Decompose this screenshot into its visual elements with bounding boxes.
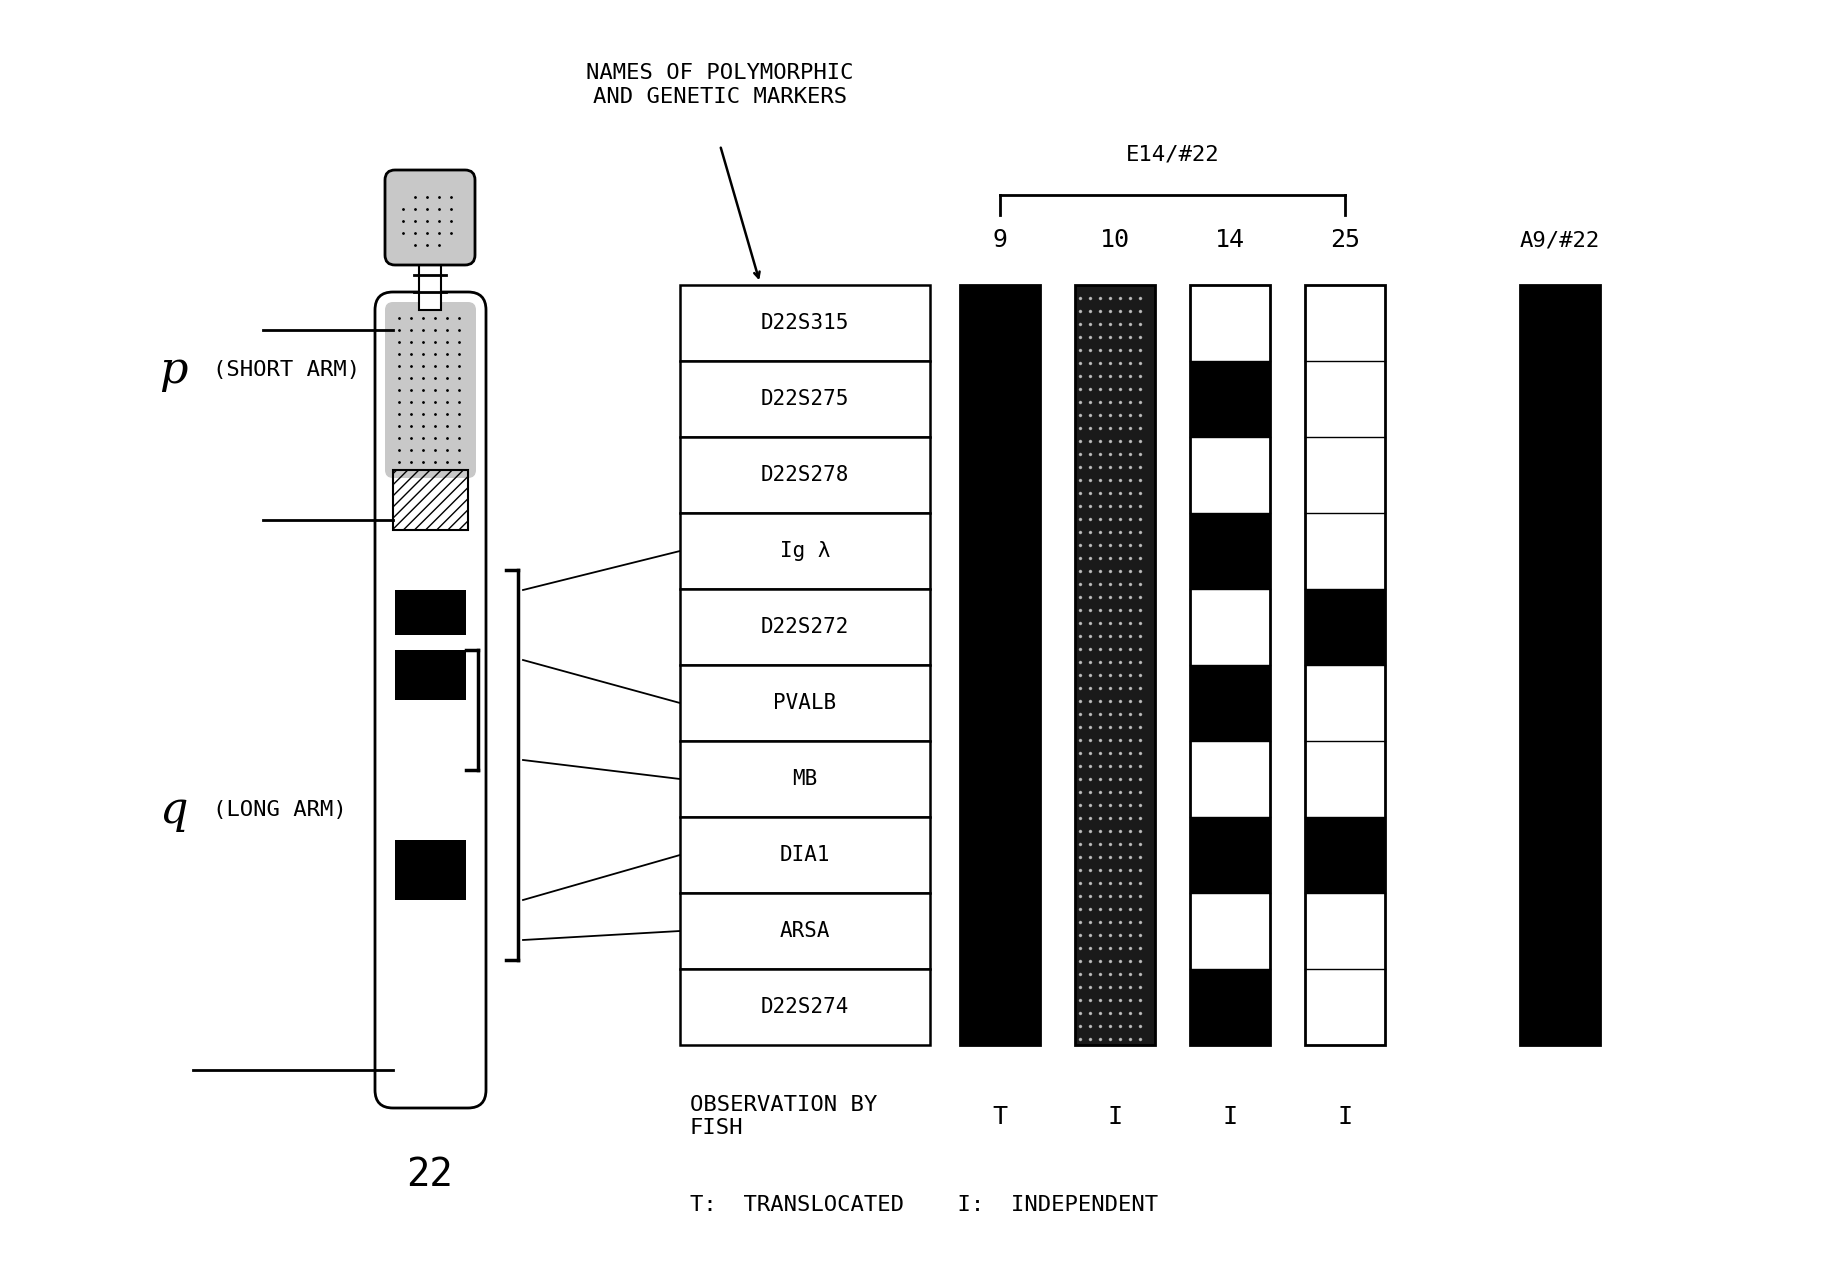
Text: 10: 10 <box>1099 229 1130 251</box>
Bar <box>680 589 930 665</box>
Bar <box>1189 969 1269 1045</box>
Text: T:  TRANSLOCATED    I:  INDEPENDENT: T: TRANSLOCATED I: INDEPENDENT <box>689 1195 1158 1215</box>
Bar <box>680 284 930 361</box>
Bar <box>1189 893 1269 969</box>
Bar <box>1189 665 1269 740</box>
Bar <box>1189 817 1269 893</box>
Text: D22S275: D22S275 <box>760 389 850 409</box>
Bar <box>1303 284 1384 1045</box>
Text: (LONG ARM): (LONG ARM) <box>213 800 346 820</box>
Text: I: I <box>1107 1105 1121 1129</box>
Text: I: I <box>1336 1105 1353 1129</box>
Bar <box>1519 284 1599 1045</box>
Text: (SHORT ARM): (SHORT ARM) <box>213 359 359 380</box>
Bar <box>1189 284 1269 361</box>
Bar <box>680 893 930 969</box>
Bar <box>959 284 1039 1045</box>
Text: q: q <box>159 789 188 832</box>
Bar <box>396 650 465 700</box>
Bar <box>680 437 930 513</box>
Bar <box>1303 513 1384 589</box>
Text: T: T <box>992 1105 1006 1129</box>
Bar <box>1303 740 1384 817</box>
Text: E14/#22: E14/#22 <box>1125 145 1218 165</box>
FancyBboxPatch shape <box>385 170 474 265</box>
Text: D22S315: D22S315 <box>760 312 850 333</box>
Bar <box>1303 665 1384 740</box>
Bar <box>1189 513 1269 589</box>
Bar <box>1189 437 1269 513</box>
Text: 22: 22 <box>407 1156 454 1194</box>
Bar <box>1303 284 1384 361</box>
Bar <box>1519 284 1599 1045</box>
Bar <box>680 817 930 893</box>
Text: PVALB: PVALB <box>773 693 837 712</box>
Bar <box>680 740 930 817</box>
Bar <box>1189 589 1269 665</box>
Text: ARSA: ARSA <box>778 921 829 941</box>
Bar <box>680 969 930 1045</box>
Bar <box>1074 284 1154 1045</box>
Text: NAMES OF POLYMORPHIC
AND GENETIC MARKERS: NAMES OF POLYMORPHIC AND GENETIC MARKERS <box>585 64 853 107</box>
Text: D22S278: D22S278 <box>760 465 850 485</box>
Bar <box>1189 284 1269 1045</box>
Text: MB: MB <box>791 770 817 789</box>
Bar <box>680 513 930 589</box>
Bar <box>392 470 469 530</box>
Text: I: I <box>1221 1105 1236 1129</box>
Text: 25: 25 <box>1329 229 1360 251</box>
Text: DIA1: DIA1 <box>778 845 829 865</box>
Text: D22S274: D22S274 <box>760 997 850 1017</box>
FancyBboxPatch shape <box>376 292 485 1107</box>
Bar <box>1303 817 1384 893</box>
Bar <box>680 361 930 437</box>
Text: A9/#22: A9/#22 <box>1519 230 1599 250</box>
Bar <box>1189 361 1269 437</box>
Bar <box>1303 589 1384 665</box>
Text: 14: 14 <box>1214 229 1245 251</box>
Text: D22S272: D22S272 <box>760 617 850 638</box>
Bar <box>396 839 465 900</box>
Bar <box>959 284 1039 1045</box>
Bar <box>396 591 465 635</box>
Bar <box>392 470 469 530</box>
Bar <box>419 255 441 310</box>
Text: 9: 9 <box>992 229 1006 251</box>
Bar <box>1189 740 1269 817</box>
Bar <box>1074 284 1154 1045</box>
Bar <box>1303 361 1384 437</box>
Text: OBSERVATION BY
FISH: OBSERVATION BY FISH <box>689 1095 877 1138</box>
FancyBboxPatch shape <box>385 302 476 478</box>
Bar <box>1303 437 1384 513</box>
Bar <box>680 665 930 740</box>
Text: p: p <box>159 348 188 391</box>
Bar <box>1303 893 1384 969</box>
Text: Ig λ: Ig λ <box>778 541 829 561</box>
Bar <box>1303 969 1384 1045</box>
